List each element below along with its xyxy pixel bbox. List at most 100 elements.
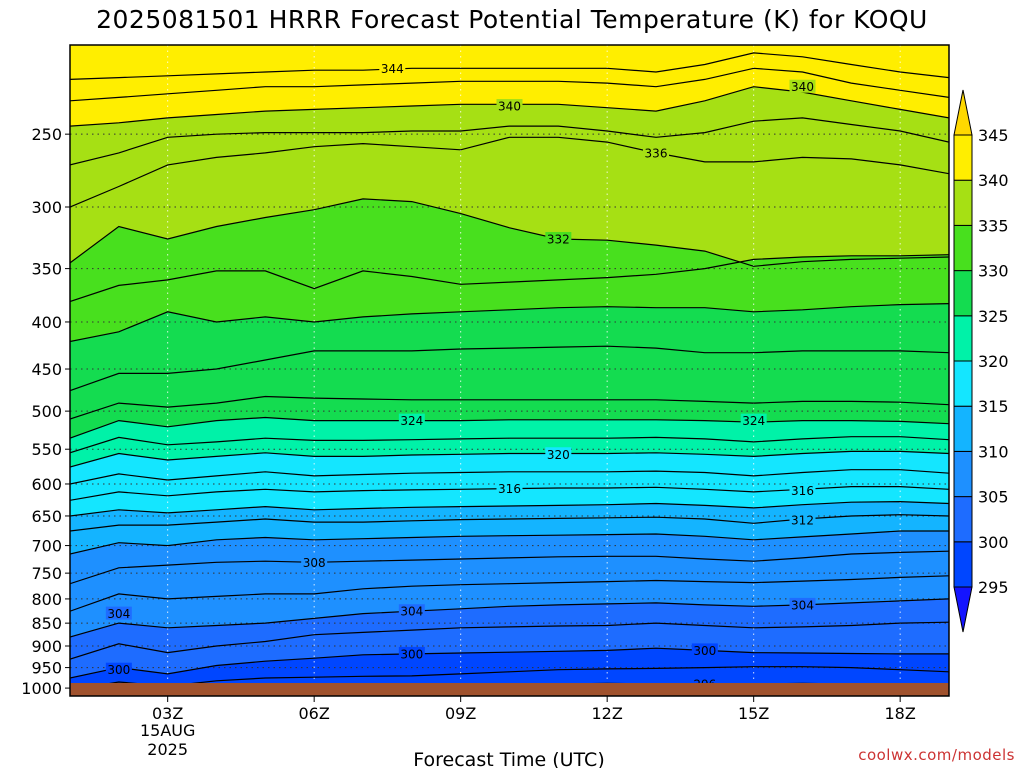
- y-tick-label: 400: [31, 313, 62, 332]
- colorbar-swatch: [953, 270, 973, 317]
- isentrope-310: [70, 530, 949, 555]
- colorbar-swatch: [953, 224, 973, 272]
- colorbar-swatch: [953, 541, 973, 588]
- y-axis: 250 300 350 400 450 500 550 600 650 700 750 800 850 9…: [21, 125, 70, 698]
- colorbar-swatch: [953, 134, 973, 181]
- colorbar-label: 295: [978, 578, 1009, 597]
- isentrope-308: [70, 550, 949, 585]
- colorbar-swatch: [953, 360, 973, 407]
- contour-label-bg: [301, 555, 328, 569]
- contour-label: 324: [742, 414, 765, 428]
- x-tick-label: 09Z: [445, 704, 476, 723]
- contour-label: 332: [547, 232, 570, 246]
- x-tick-label: 06Z: [299, 704, 330, 723]
- credit-text[interactable]: coolwx.com/models: [858, 746, 1015, 764]
- contour-label: 300: [107, 663, 130, 677]
- contour-label-bg: [789, 79, 816, 93]
- colorbar-label: 335: [978, 216, 1009, 235]
- chart-title: 2025081501 HRRR Forecast Potential Tempe…: [96, 5, 928, 34]
- y-tick-label: 750: [31, 564, 62, 583]
- contour-label: 308: [303, 556, 326, 570]
- contour-label-bg: [105, 606, 132, 620]
- contour-label: 312: [791, 514, 814, 528]
- terrain-band: [70, 683, 949, 696]
- y-tick-label: 450: [31, 360, 62, 379]
- colorbar-swatch: [953, 450, 973, 498]
- contour-label: 340: [791, 80, 814, 94]
- colorbar-swatch: [953, 496, 973, 543]
- contour-label: 304: [791, 598, 814, 612]
- contour-label-bg: [789, 513, 816, 527]
- contour-label-bg: [496, 481, 523, 495]
- x-tick-label: 03Z: [152, 704, 183, 723]
- contour-label: 316: [791, 484, 814, 498]
- colorbar-label: 310: [978, 442, 1009, 461]
- contour-label: 320: [547, 448, 570, 462]
- isentrope-320: [70, 450, 949, 468]
- isentrope-332: [70, 254, 949, 303]
- y-tick-label: 850: [31, 614, 62, 633]
- y-tick-label: 300: [31, 198, 62, 217]
- contour-label: 304: [400, 605, 423, 619]
- isentrope-330: [70, 303, 949, 343]
- contour-label-bg: [789, 483, 816, 497]
- x-tick-date: 15AUG: [140, 721, 195, 740]
- contour-label: 316: [498, 482, 521, 496]
- contour-label-bg: [740, 413, 767, 427]
- y-tick-label: 900: [31, 637, 62, 656]
- y-tick-label: 500: [31, 402, 62, 421]
- contour-label-bg: [398, 646, 425, 660]
- contour-label-bg: [398, 413, 425, 427]
- contour-label-bg: [789, 597, 816, 611]
- isentrope-336: [70, 136, 949, 208]
- colorbar-label: 315: [978, 397, 1009, 416]
- colorbar-swatch: [953, 179, 973, 226]
- contour-label: 304: [107, 607, 130, 621]
- contour-label-bg: [643, 145, 669, 159]
- contour-label-bg: [496, 99, 523, 113]
- contour-label: 324: [400, 414, 423, 428]
- contour-label: 344: [381, 62, 404, 76]
- colorbar-swatch: [953, 315, 973, 362]
- y-tick-label: 600: [31, 475, 62, 494]
- contour-label: 300: [400, 647, 423, 661]
- isentrope-326: [70, 395, 949, 420]
- isentrope-lines: [70, 52, 949, 696]
- isentrope-306: [70, 575, 949, 612]
- x-tick-label: 12Z: [592, 704, 623, 723]
- isentrope-312: [70, 514, 949, 532]
- contour-label-bg: [691, 643, 718, 657]
- colorbar-label: 320: [978, 352, 1009, 371]
- isentrope-342: [70, 67, 949, 102]
- isentrope-322: [70, 436, 949, 454]
- y-tick-label: 250: [31, 125, 62, 144]
- plot-area: 344 340 340 336 332 324 324 320 316 316 312 308 304 3…: [70, 45, 949, 696]
- contour-label: 336: [645, 146, 668, 160]
- isentrope-344: [70, 52, 949, 80]
- y-tick-label: 700: [31, 537, 62, 556]
- y-tick-label: 550: [31, 440, 62, 459]
- isentrope-304: [70, 598, 949, 638]
- y-tick-label: 350: [31, 260, 62, 279]
- contour-label-bg: [545, 231, 572, 245]
- isentrope-300: [70, 647, 949, 679]
- isentrope-328: [70, 345, 949, 392]
- colorbar-label: 345: [978, 126, 1009, 145]
- colorbar-label: 300: [978, 533, 1009, 552]
- colorbar-label: 305: [978, 488, 1009, 507]
- x-tick-label: 15Z: [738, 704, 769, 723]
- isentrope-324: [70, 416, 949, 439]
- isentrope-338: [70, 117, 949, 166]
- filled-contours: [70, 52, 949, 696]
- contour-label: 340: [498, 100, 521, 114]
- colorbar-label: 340: [978, 171, 1009, 190]
- x-tick-year: 2025: [147, 740, 188, 759]
- colorbar-label: 325: [978, 307, 1009, 326]
- isentrope-302: [70, 621, 949, 660]
- y-tick-label: 950: [31, 659, 62, 678]
- contour-label-bg: [545, 447, 572, 461]
- colorbar-top-arrow: [953, 89, 973, 136]
- contour-label-bg: [105, 662, 132, 676]
- y-tick-label: 650: [31, 507, 62, 526]
